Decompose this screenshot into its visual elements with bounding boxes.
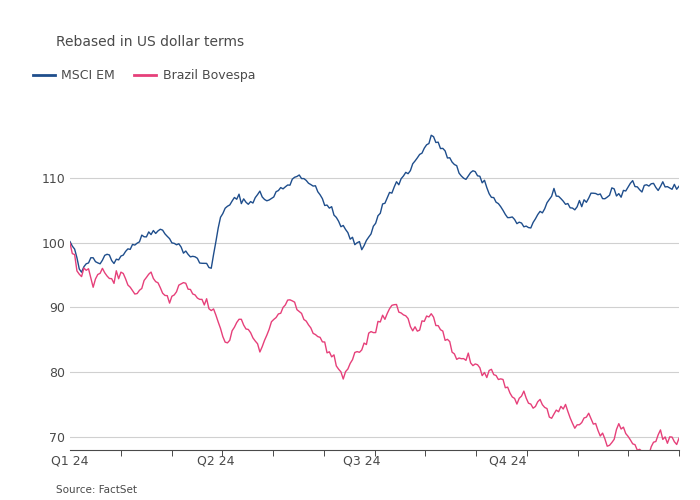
MSCI EM — [452, 162, 461, 168]
Line: Brazil Bovespa: Brazil Bovespa — [70, 243, 679, 458]
Brazil Bovespa — [413, 328, 421, 334]
MSCI EM — [298, 176, 306, 182]
Brazil Bovespa — [448, 349, 456, 355]
MSCI EM — [675, 184, 683, 190]
MSCI EM — [330, 212, 338, 218]
Text: Rebased in US dollar terms: Rebased in US dollar terms — [56, 35, 244, 49]
MSCI EM — [66, 238, 74, 244]
Brazil Bovespa — [328, 354, 336, 360]
Brazil Bovespa — [295, 308, 303, 314]
MSCI EM — [267, 196, 276, 202]
Text: Source: FactSet: Source: FactSet — [56, 485, 137, 495]
Brazil Bovespa — [82, 268, 90, 274]
Brazil Bovespa — [643, 454, 651, 460]
Line: MSCI EM: MSCI EM — [70, 136, 679, 272]
Brazil Bovespa — [265, 326, 273, 332]
MSCI EM — [84, 260, 92, 266]
MSCI EM — [416, 152, 424, 158]
Legend: MSCI EM, Brazil Bovespa: MSCI EM, Brazil Bovespa — [27, 64, 260, 87]
Brazil Bovespa — [675, 435, 683, 441]
Brazil Bovespa — [66, 240, 74, 246]
MSCI EM — [427, 132, 435, 138]
MSCI EM — [78, 269, 86, 275]
